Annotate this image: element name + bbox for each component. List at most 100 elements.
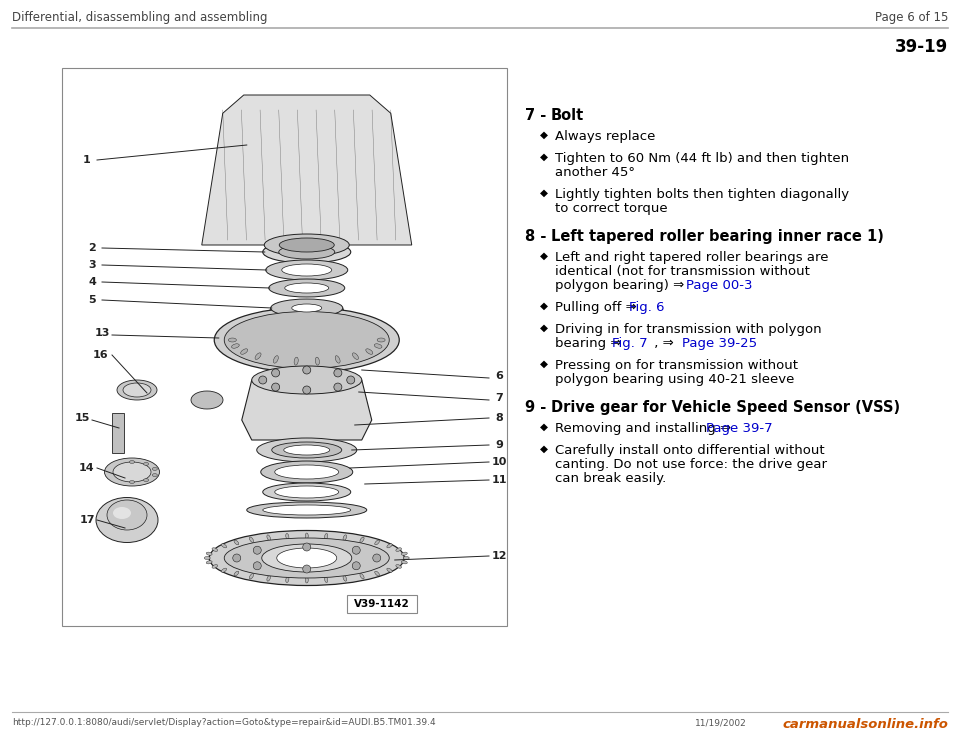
Text: identical (not for transmission without: identical (not for transmission without	[555, 265, 810, 278]
Text: can break easily.: can break easily.	[555, 472, 666, 485]
Text: Tighten to 60 Nm (44 ft lb) and then tighten: Tighten to 60 Nm (44 ft lb) and then tig…	[555, 152, 850, 165]
Text: polygon bearing) ⇒: polygon bearing) ⇒	[555, 279, 688, 292]
Text: Pressing on for transmission without: Pressing on for transmission without	[555, 359, 798, 372]
Ellipse shape	[206, 561, 212, 564]
Text: polygon bearing using 40-21 sleeve: polygon bearing using 40-21 sleeve	[555, 373, 794, 386]
Ellipse shape	[214, 307, 399, 372]
Ellipse shape	[261, 461, 352, 483]
Text: 5: 5	[88, 295, 96, 305]
FancyBboxPatch shape	[347, 595, 417, 613]
Ellipse shape	[263, 505, 350, 515]
Text: 12: 12	[492, 551, 507, 561]
Ellipse shape	[275, 465, 339, 479]
FancyBboxPatch shape	[112, 413, 124, 453]
Ellipse shape	[305, 577, 308, 583]
Text: Removing and installing ⇒: Removing and installing ⇒	[555, 422, 735, 435]
Ellipse shape	[117, 380, 157, 400]
Ellipse shape	[366, 349, 372, 354]
Ellipse shape	[401, 552, 407, 555]
Ellipse shape	[271, 299, 343, 317]
Circle shape	[334, 383, 342, 391]
Text: Left and right tapered roller bearings are: Left and right tapered roller bearings a…	[555, 251, 828, 264]
Circle shape	[253, 562, 261, 570]
Text: 8 -: 8 -	[525, 229, 551, 244]
FancyBboxPatch shape	[62, 68, 507, 626]
Ellipse shape	[105, 458, 159, 486]
Ellipse shape	[360, 537, 364, 542]
Ellipse shape	[294, 357, 299, 365]
Circle shape	[302, 386, 311, 394]
Text: ◆: ◆	[540, 444, 548, 454]
Text: 11: 11	[492, 475, 507, 485]
Polygon shape	[202, 95, 412, 245]
Ellipse shape	[153, 467, 157, 470]
Text: 39-19: 39-19	[895, 38, 948, 56]
Ellipse shape	[360, 574, 364, 579]
Text: ◆: ◆	[540, 188, 548, 198]
Ellipse shape	[144, 462, 149, 465]
Ellipse shape	[292, 304, 322, 312]
Text: 11/19/2002: 11/19/2002	[695, 718, 747, 727]
Ellipse shape	[113, 507, 131, 519]
Ellipse shape	[212, 548, 218, 551]
Text: , ⇒: , ⇒	[650, 337, 678, 350]
Ellipse shape	[212, 565, 218, 568]
Text: 6: 6	[495, 371, 503, 381]
Ellipse shape	[324, 577, 327, 582]
Circle shape	[253, 546, 261, 554]
Ellipse shape	[377, 338, 385, 342]
Ellipse shape	[396, 548, 401, 551]
Text: Left tapered roller bearing inner race 1): Left tapered roller bearing inner race 1…	[551, 229, 884, 244]
Text: Always replace: Always replace	[555, 130, 656, 143]
Ellipse shape	[263, 483, 350, 501]
Circle shape	[302, 366, 311, 374]
Circle shape	[259, 376, 267, 384]
Ellipse shape	[263, 241, 350, 263]
Ellipse shape	[255, 353, 261, 359]
Ellipse shape	[403, 556, 409, 559]
Ellipse shape	[264, 234, 349, 256]
Ellipse shape	[269, 279, 345, 297]
Text: Bolt: Bolt	[551, 108, 585, 123]
Text: another 45°: another 45°	[555, 166, 635, 179]
Polygon shape	[242, 380, 372, 440]
Circle shape	[352, 562, 360, 570]
Text: http://127.0.0.1:8080/audi/servlet/Display?action=Goto&type=repair&id=AUDI.B5.TM: http://127.0.0.1:8080/audi/servlet/Displ…	[12, 718, 436, 727]
Text: Page 6 of 15: Page 6 of 15	[875, 11, 948, 24]
Text: Fig. 6: Fig. 6	[629, 301, 664, 314]
Ellipse shape	[234, 571, 239, 576]
Ellipse shape	[352, 353, 358, 359]
Text: 2: 2	[88, 243, 96, 253]
Ellipse shape	[225, 538, 389, 578]
Ellipse shape	[222, 544, 227, 548]
Ellipse shape	[275, 486, 339, 498]
Ellipse shape	[374, 540, 379, 545]
Ellipse shape	[191, 391, 223, 409]
Ellipse shape	[284, 445, 329, 455]
Ellipse shape	[286, 533, 289, 539]
Ellipse shape	[250, 537, 253, 542]
Ellipse shape	[335, 355, 340, 363]
Ellipse shape	[387, 568, 392, 572]
Text: ◆: ◆	[540, 422, 548, 432]
Ellipse shape	[278, 245, 335, 259]
Ellipse shape	[374, 571, 379, 576]
Ellipse shape	[276, 548, 337, 568]
Ellipse shape	[262, 544, 351, 572]
Text: 13: 13	[94, 328, 109, 338]
Text: Fig. 7: Fig. 7	[612, 337, 648, 350]
Text: Carefully install onto differential without: Carefully install onto differential with…	[555, 444, 825, 457]
Text: 15: 15	[74, 413, 89, 423]
Text: to correct torque: to correct torque	[555, 202, 667, 215]
Ellipse shape	[206, 552, 212, 555]
Text: ◆: ◆	[540, 152, 548, 162]
Ellipse shape	[267, 535, 271, 540]
Text: Differential, disassembling and assembling: Differential, disassembling and assembli…	[12, 11, 268, 24]
Text: V39-1142: V39-1142	[354, 599, 410, 609]
Ellipse shape	[286, 577, 289, 582]
Ellipse shape	[144, 479, 149, 482]
Ellipse shape	[113, 462, 151, 482]
Ellipse shape	[285, 283, 328, 293]
Ellipse shape	[231, 344, 239, 348]
Text: 14: 14	[79, 463, 95, 473]
